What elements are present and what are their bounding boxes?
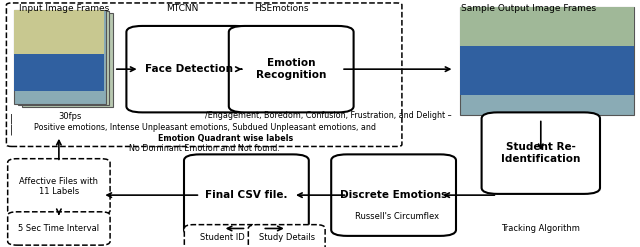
Text: No Dominant Emotion and Not found.: No Dominant Emotion and Not found.: [129, 144, 280, 153]
FancyBboxPatch shape: [14, 10, 106, 104]
FancyBboxPatch shape: [184, 225, 261, 247]
Text: 30fps: 30fps: [59, 112, 82, 121]
FancyBboxPatch shape: [229, 26, 354, 112]
Text: Final CSV file.: Final CSV file.: [205, 190, 287, 200]
Text: Student ID: Student ID: [200, 233, 245, 242]
Text: Input Image Frames: Input Image Frames: [19, 4, 109, 13]
Text: |: |: [10, 125, 13, 135]
FancyBboxPatch shape: [127, 26, 251, 112]
Text: Emotion
Recognition: Emotion Recognition: [256, 58, 326, 80]
FancyBboxPatch shape: [14, 10, 104, 54]
FancyBboxPatch shape: [481, 112, 600, 194]
Text: MTCNN: MTCNN: [166, 4, 198, 13]
FancyBboxPatch shape: [8, 159, 110, 214]
FancyBboxPatch shape: [184, 154, 309, 236]
FancyBboxPatch shape: [18, 11, 109, 105]
Text: Affective Files with
11 Labels: Affective Files with 11 Labels: [19, 177, 99, 196]
FancyBboxPatch shape: [460, 7, 634, 46]
FancyBboxPatch shape: [460, 46, 634, 95]
Text: Russell's Circumflex: Russell's Circumflex: [355, 212, 439, 221]
Text: Student Re-
Identification: Student Re- Identification: [501, 142, 580, 164]
FancyBboxPatch shape: [332, 154, 456, 236]
Text: Sample Output Image Frames: Sample Output Image Frames: [461, 4, 596, 13]
Text: 5 Sec Time Interval: 5 Sec Time Interval: [19, 224, 99, 233]
Text: Face Detection: Face Detection: [145, 64, 233, 74]
FancyBboxPatch shape: [14, 54, 104, 91]
Text: |: |: [10, 114, 13, 124]
FancyBboxPatch shape: [22, 13, 113, 107]
Text: HSEmotions: HSEmotions: [254, 4, 309, 13]
Text: Emotion Quadrant wise labels: Emotion Quadrant wise labels: [159, 134, 294, 143]
FancyBboxPatch shape: [460, 7, 634, 115]
FancyBboxPatch shape: [248, 225, 325, 247]
FancyBboxPatch shape: [8, 212, 110, 245]
Text: Discrete Emotions: Discrete Emotions: [340, 190, 447, 200]
Text: Study Details: Study Details: [259, 233, 315, 242]
Text: Tracking Algorithm: Tracking Algorithm: [501, 224, 580, 232]
Text: Positive emotions, Intense Unpleasant emotions, Subdued Unpleasant emotions, and: Positive emotions, Intense Unpleasant em…: [34, 123, 376, 132]
Text: /Engagement, Boredom, Confusion, Frustration, and Delight –: /Engagement, Boredom, Confusion, Frustra…: [205, 111, 454, 120]
